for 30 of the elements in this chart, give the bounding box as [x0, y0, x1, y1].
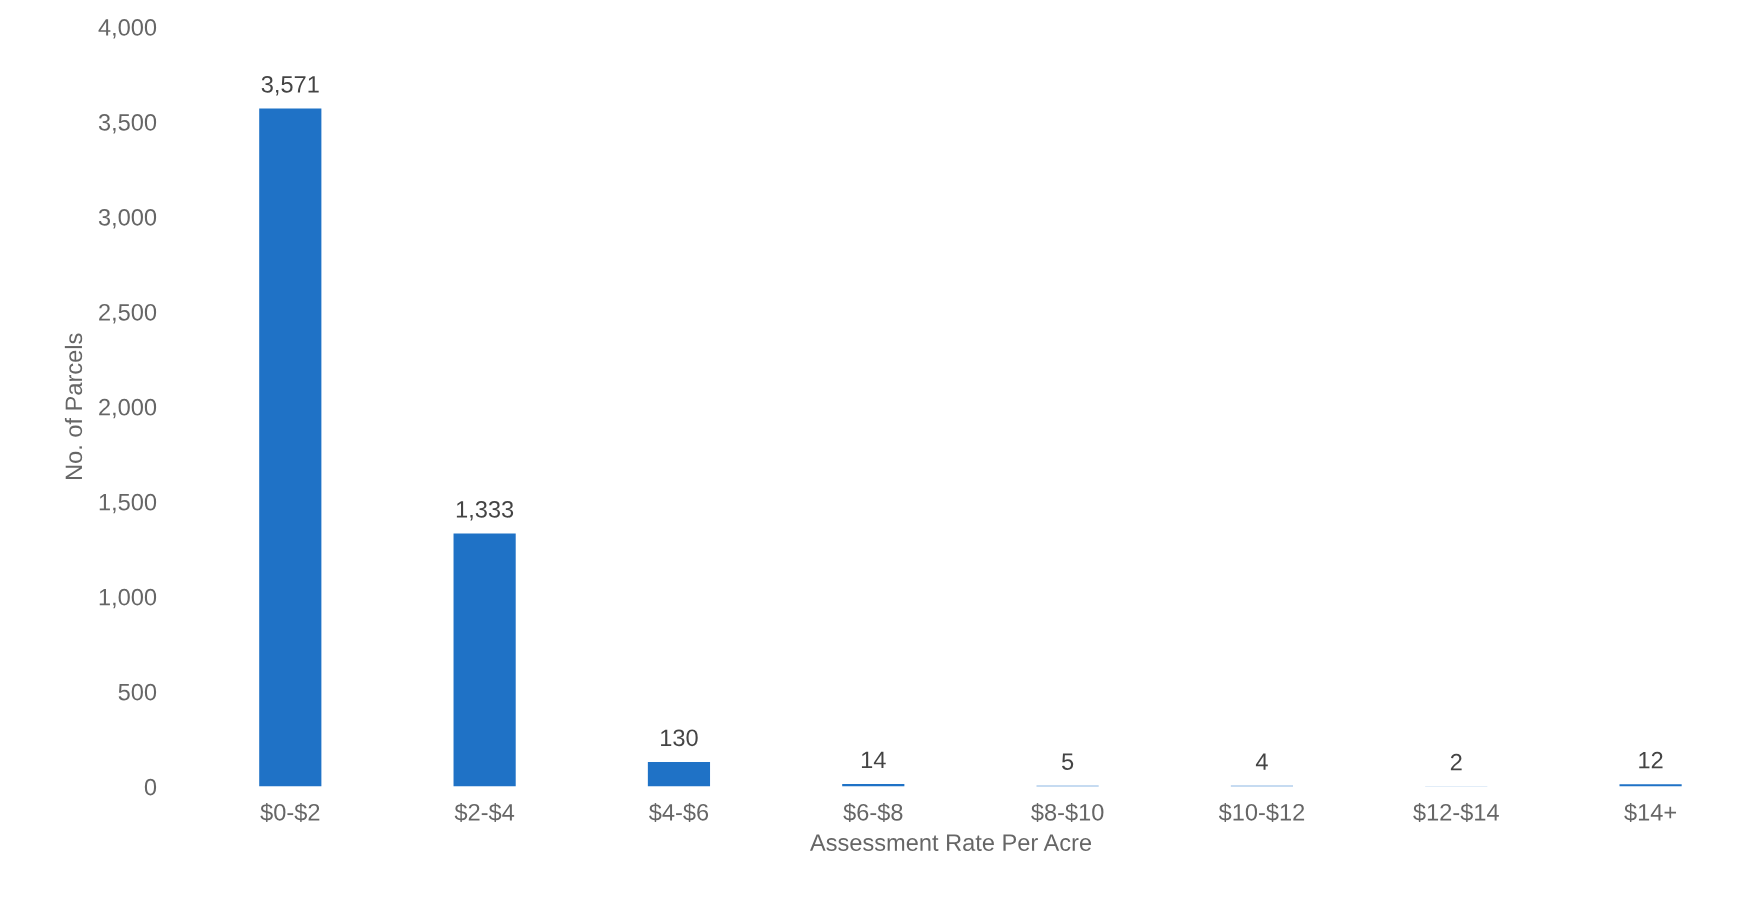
data-label: 2	[1450, 753, 1462, 771]
data-label: 3,571	[261, 75, 319, 96]
y-tick-label: 3,000	[98, 208, 157, 229]
y-tick-label: 4,000	[98, 19, 157, 39]
x-tick-label: $12-$14	[1413, 802, 1499, 823]
x-tick-label: $0-$2	[260, 802, 320, 823]
y-axis-title: No. of Parcels	[64, 333, 83, 479]
x-tick-label: $8-$10	[1031, 802, 1104, 823]
data-label: 130	[661, 729, 698, 747]
y-tick-label: 3,500	[98, 114, 157, 134]
y-tick-label: 0	[144, 778, 157, 796]
data-label: 4	[1255, 753, 1268, 770]
data-label: 14	[861, 751, 886, 768]
x-tick-label: $14+	[1624, 802, 1677, 823]
data-label: 5	[1061, 753, 1074, 770]
bar	[259, 108, 322, 787]
x-axis-title: Assessment Rate Per Acre	[809, 834, 1092, 851]
x-tick-label: $6-$8	[843, 802, 903, 823]
y-tick-label: 1,500	[99, 493, 157, 514]
data-label: 1,333	[456, 500, 514, 521]
y-tick-label: 1,000	[99, 588, 157, 609]
y-tick-label: 500	[118, 683, 157, 701]
bar	[647, 761, 711, 787]
data-label: 12	[1639, 751, 1663, 769]
x-tick-label: $4-$6	[649, 802, 709, 823]
x-tick-label: $10-$12	[1218, 802, 1305, 823]
y-tick-label: 2,500	[99, 303, 157, 324]
x-tick-label: $2-$4	[454, 802, 515, 823]
y-tick-label: 2,000	[99, 398, 157, 419]
bar	[453, 533, 516, 787]
